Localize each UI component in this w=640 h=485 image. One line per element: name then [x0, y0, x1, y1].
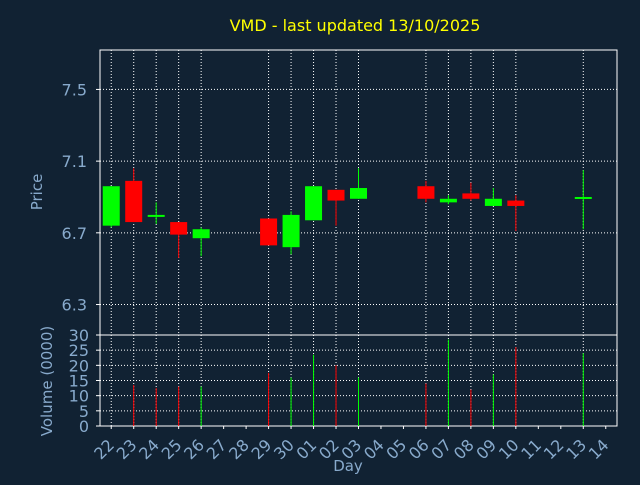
- volume-y-tick-label: 0: [79, 417, 89, 436]
- candle-body: [417, 186, 435, 199]
- candle-body: [507, 200, 525, 206]
- volume-y-tick-label: 15: [69, 372, 89, 391]
- volume-y-tick-label: 20: [69, 356, 89, 375]
- candle-body: [439, 198, 457, 203]
- candle-body: [327, 189, 345, 201]
- candle-body: [305, 186, 323, 221]
- chart-title: VMD - last updated 13/10/2025: [230, 16, 481, 35]
- price-y-tick-label: 6.7: [62, 224, 87, 243]
- candle-body: [170, 222, 188, 235]
- price-y-ticks: 6.3 6.7 7.1 7.5: [62, 80, 100, 315]
- candle-body: [282, 214, 300, 248]
- volume-y-tick-label: 5: [79, 402, 89, 421]
- price-y-tick-label: 7.1: [62, 152, 87, 171]
- candle-body: [350, 188, 367, 199]
- volume-y-tick-label: 30: [69, 326, 89, 345]
- price-grid: [100, 50, 617, 335]
- volume-bars: [133, 339, 584, 426]
- candle-body: [260, 218, 278, 246]
- candle-body: [462, 193, 480, 199]
- candle-body: [102, 186, 120, 226]
- candle-body: [147, 214, 165, 217]
- candle-body: [484, 198, 502, 206]
- candle-body: [574, 196, 592, 199]
- volume-y-tick-label: 25: [69, 341, 89, 360]
- volume-y-axis-label: Volume (0000): [38, 326, 56, 436]
- price-y-axis-label: Price: [28, 174, 46, 211]
- x-axis-label: Day: [333, 457, 363, 475]
- price-candles: [102, 168, 592, 258]
- price-y-tick-label: 7.5: [62, 80, 87, 99]
- candle-body: [192, 229, 210, 239]
- price-y-tick-label: 6.3: [62, 296, 87, 315]
- candle-body: [125, 180, 143, 223]
- price-panel: 6.3 6.7 7.1 7.5 Price: [28, 49, 618, 336]
- volume-y-tick-label: 10: [69, 387, 89, 406]
